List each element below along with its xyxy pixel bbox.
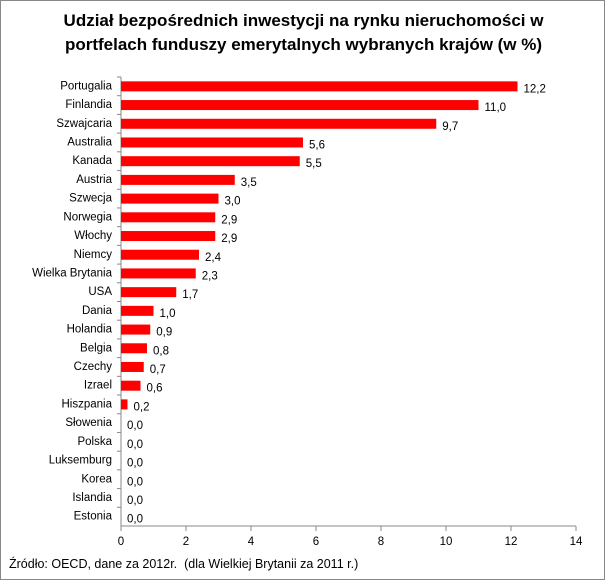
data-label: 0,8 — [153, 345, 169, 357]
bar — [121, 137, 303, 148]
y-tick-label: Kanada — [72, 155, 112, 167]
y-tick-label: Austria — [76, 174, 112, 186]
bar — [121, 249, 199, 260]
data-label: 3,0 — [225, 196, 241, 208]
bar — [121, 193, 219, 204]
data-label: 1,7 — [182, 289, 198, 301]
bar — [121, 343, 147, 354]
data-label: 0,9 — [156, 327, 172, 339]
bar — [121, 174, 235, 185]
y-tick-label: Luksemburg — [49, 455, 112, 467]
x-tick-label: 10 — [440, 536, 453, 548]
data-label: 0,7 — [150, 364, 166, 376]
data-label: 5,6 — [309, 140, 325, 152]
bar — [121, 156, 300, 167]
data-label: 2,9 — [221, 233, 237, 245]
y-tick-label: Estonia — [74, 511, 113, 523]
bar — [121, 100, 479, 111]
data-label: 3,5 — [241, 177, 257, 189]
data-label: 0,0 — [127, 495, 143, 507]
y-tick-label: Wielka Brytania — [32, 267, 112, 279]
chart-title: Udział bezpośrednich inwestycji na rynku… — [63, 11, 544, 54]
y-tick-label: Hiszpania — [62, 398, 113, 410]
y-tick-label: Niemcy — [74, 249, 113, 261]
data-label: 5,5 — [306, 158, 322, 170]
bar — [121, 268, 196, 279]
y-tick-label: Dania — [82, 305, 113, 317]
y-tick-label: Finlandia — [65, 99, 112, 111]
y-tick-label: Szwecja — [69, 193, 112, 205]
y-tick-label: Korea — [81, 473, 112, 485]
data-label: 2,9 — [221, 214, 237, 226]
data-label: 11,0 — [485, 102, 507, 114]
bar — [121, 118, 437, 129]
data-label: 0,0 — [127, 439, 143, 451]
data-label: 12,2 — [524, 83, 546, 95]
bar — [121, 399, 128, 410]
y-tick-label: Słowenia — [65, 417, 112, 429]
y-tick-label: Belgia — [80, 342, 113, 354]
x-tick-label: 14 — [570, 536, 583, 548]
data-label: 9,7 — [442, 121, 458, 133]
bar — [121, 305, 154, 316]
data-label: 0,6 — [147, 383, 163, 395]
data-label: 0,2 — [134, 401, 150, 413]
data-label: 0,0 — [127, 458, 143, 470]
data-label: 1,0 — [160, 308, 176, 320]
y-tick-label: Czechy — [74, 361, 113, 373]
y-tick-label: Polska — [77, 436, 112, 448]
x-tick-label: 0 — [118, 536, 124, 548]
y-tick-label: Islandia — [72, 492, 112, 504]
bar — [121, 81, 518, 92]
source-note: Źródło: OECD, dane za 2012r. (dla Wielki… — [9, 557, 359, 571]
x-tick-label: 2 — [183, 536, 189, 548]
y-tick-label: Włochy — [74, 230, 112, 242]
y-tick-label: Izrael — [84, 380, 112, 392]
y-tick-label: Portugalia — [60, 80, 112, 92]
bar — [121, 380, 141, 391]
data-label: 0,0 — [127, 420, 143, 432]
bar — [121, 212, 216, 223]
x-tick-label: 12 — [505, 536, 518, 548]
bar — [121, 361, 144, 372]
x-tick-label: 4 — [248, 536, 255, 548]
bar — [121, 287, 177, 298]
data-label: 2,4 — [205, 252, 222, 264]
bar — [121, 324, 151, 335]
bar — [121, 231, 216, 242]
data-label: 0,0 — [127, 514, 143, 526]
x-tick-label: 8 — [378, 536, 384, 548]
data-label: 2,3 — [202, 270, 218, 282]
y-tick-label: Australia — [67, 137, 112, 149]
y-tick-label: Szwajcaria — [56, 118, 112, 130]
y-tick-label: Holandia — [67, 324, 113, 336]
y-tick-label: Norwegia — [63, 211, 112, 223]
x-tick-label: 6 — [313, 536, 319, 548]
data-label: 0,0 — [127, 476, 143, 488]
y-tick-label: USA — [88, 286, 112, 298]
